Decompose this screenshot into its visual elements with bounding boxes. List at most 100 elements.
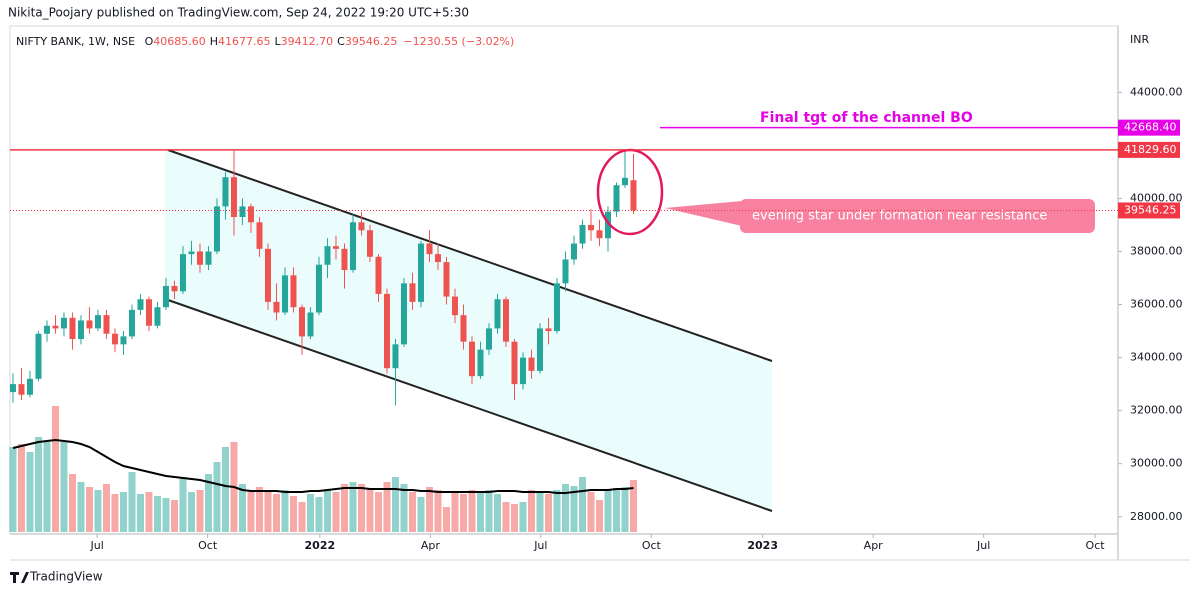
volume-bar — [315, 497, 323, 532]
candle-body — [315, 264, 322, 313]
candle-body — [358, 222, 365, 231]
x-tick-label: Jul — [976, 539, 990, 552]
candle-body — [26, 378, 33, 395]
volume-bar — [94, 490, 102, 532]
volume-bar — [289, 496, 297, 532]
candle-body — [35, 333, 42, 379]
volume-bar — [502, 502, 510, 532]
callout-box — [740, 199, 1095, 233]
candle-body — [239, 206, 246, 217]
volume-bar — [476, 492, 484, 532]
candle-body — [162, 285, 169, 308]
x-tick-label: Oct — [198, 539, 218, 552]
volume-bar — [247, 490, 255, 532]
volume-bar — [544, 494, 552, 532]
candle-body — [205, 251, 212, 265]
volume-bar — [34, 437, 42, 532]
candle-body — [477, 349, 484, 377]
volume-bar — [170, 500, 178, 532]
candle-body — [366, 230, 373, 257]
candle-body — [256, 222, 263, 249]
candle-body — [545, 328, 552, 332]
volume-bar — [119, 492, 127, 532]
x-tick-label: Oct — [1086, 539, 1106, 552]
candle-body — [128, 309, 135, 337]
candle-body — [154, 307, 161, 326]
candle-body — [392, 344, 399, 369]
candle-body — [94, 315, 101, 329]
price-label-box — [1118, 119, 1180, 136]
volume-bar — [595, 500, 603, 532]
channel-bottom — [167, 299, 773, 512]
volume-bar — [68, 474, 76, 532]
candle-body — [409, 283, 416, 302]
candle-body — [52, 325, 59, 329]
volume-bar — [349, 482, 357, 532]
currency: INR — [1130, 33, 1149, 46]
price-label-box — [1118, 141, 1180, 158]
candle-body — [375, 256, 382, 294]
candle-body — [18, 384, 25, 395]
x-tick-label: 2023 — [747, 539, 778, 552]
candle-body — [426, 243, 433, 255]
volume-bar — [264, 492, 272, 532]
volume-bar — [493, 494, 501, 532]
y-tick-label: 34000.00 — [1130, 351, 1183, 364]
legend-key: O — [145, 35, 154, 48]
candle-body — [341, 248, 348, 271]
candle-body — [77, 320, 84, 340]
volume-bar — [485, 490, 493, 532]
candle-body — [290, 275, 297, 308]
volume-bar — [221, 447, 229, 532]
candle-body — [443, 262, 450, 297]
legend: NIFTY BANK, 1W, NSE O40685.60 H41677.65 L3… — [16, 35, 514, 48]
candle-body — [494, 299, 501, 329]
candle-body — [298, 307, 305, 337]
volume-bar — [510, 504, 518, 532]
candle-body — [604, 211, 611, 239]
volume-bar — [629, 480, 637, 532]
candle-body — [145, 299, 152, 326]
x-tick-label: 2022 — [305, 539, 336, 552]
y-tick-label: 38000.00 — [1130, 244, 1183, 257]
volume-bar — [196, 490, 204, 532]
volume-bar — [153, 496, 161, 532]
candle-body — [434, 254, 441, 263]
volume-bar — [179, 477, 187, 532]
candle-body — [579, 224, 586, 244]
volume-ma — [12, 438, 634, 494]
volume-bar — [136, 494, 144, 532]
volume-bar — [383, 482, 391, 532]
volume-bar — [578, 477, 586, 532]
candle-body — [468, 341, 475, 377]
volume-bar — [111, 494, 119, 532]
volume-bar — [51, 406, 59, 532]
candle-body — [230, 177, 237, 217]
x-tick-label: Oct — [642, 539, 662, 552]
legend-value: 39546.25 — [345, 35, 398, 48]
price-label-box — [1118, 202, 1180, 219]
candle-body — [213, 206, 220, 252]
volume-bar — [102, 484, 110, 532]
volume-bar — [459, 494, 467, 532]
candle-body — [171, 285, 178, 292]
volume-bar — [17, 444, 25, 532]
volume-bar — [238, 484, 246, 532]
legend-value: 40685.60 — [153, 35, 206, 48]
volume-bar — [374, 492, 382, 532]
volume-bar — [187, 492, 195, 532]
x-tick-label: Apr — [864, 539, 884, 552]
candle-body — [86, 320, 93, 329]
callout-text: evening star under formation near resist… — [752, 209, 1047, 224]
candle-body — [273, 301, 280, 313]
y-tick-label: 36000.00 — [1130, 298, 1183, 311]
price-label: 41829.60 — [1124, 143, 1177, 156]
volume-bar — [442, 507, 450, 532]
volume-bar — [519, 502, 527, 532]
candle-body — [103, 315, 110, 334]
candle-body — [60, 317, 67, 329]
volume-bar — [408, 492, 416, 532]
legend-key: H — [210, 35, 218, 48]
price-label: 42668.40 — [1124, 121, 1177, 134]
y-tick-label: 30000.00 — [1130, 457, 1183, 470]
